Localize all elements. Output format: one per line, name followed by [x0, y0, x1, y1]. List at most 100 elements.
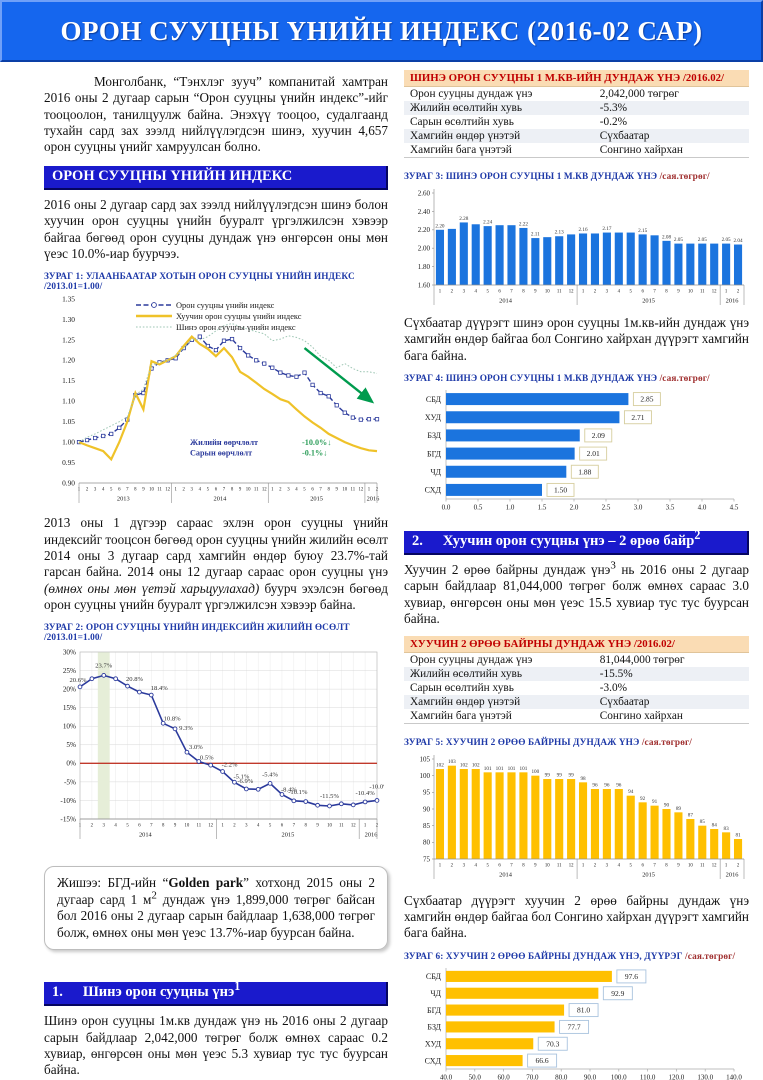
svg-text:Сарын өөрчлөлт: Сарын өөрчлөлт [190, 449, 252, 458]
example-sup: 2 [151, 889, 157, 902]
svg-text:-0.1%↓: -0.1%↓ [302, 449, 327, 458]
old-housing-district-paragraph: Сүхбаатар дүүрэгт хуучин 2 өрөө байрны д… [404, 892, 749, 941]
svg-text:1.35: 1.35 [62, 295, 75, 304]
svg-text:9.3%: 9.3% [179, 725, 193, 732]
svg-text:30%: 30% [63, 649, 76, 657]
svg-text:2.85: 2.85 [640, 395, 653, 404]
svg-text:0.90: 0.90 [62, 479, 75, 488]
svg-text:12: 12 [208, 824, 213, 829]
svg-text:1: 1 [582, 290, 585, 295]
two-column-layout: Монголбанк, “Тэнхлэг зууч” компанитай ха… [0, 62, 763, 1080]
row-value: -0.2% [599, 116, 628, 128]
svg-text:1.15: 1.15 [62, 376, 75, 385]
svg-text:6: 6 [498, 863, 501, 868]
chart4-svg: 0.0 0.5 1.0 1.5 2.0 2.5 3.0 3.5 4.0 4.5 СБД 2.85 ХУД… [425, 390, 739, 512]
chart2-svg: -15% -10% -5% 0% 5% 10% 15% 20% 25% 30% 20.6% 23.7%… [60, 649, 389, 840]
svg-text:Хуучин орон сууцны үнийн индек: Хуучин орон сууцны үнийн индекс [176, 312, 302, 321]
chart5-title-unit: /сая.төгрөг/ [641, 737, 692, 748]
svg-text:102: 102 [472, 762, 480, 768]
chart2-title-unit: /2013.01=1.00/ [44, 633, 103, 644]
svg-text:2015: 2015 [642, 871, 655, 878]
svg-text:85: 85 [423, 822, 431, 830]
row-value: Сонгино хайрхан [599, 709, 683, 722]
svg-text:100.0: 100.0 [611, 1073, 627, 1080]
table1-header: ШИНЭ ОРОН СУУЦНЫ 1 М.КВ-ИЙН ДУНДАЖ ҮНЭ /… [404, 70, 749, 87]
chart3-title-text: ЗУРАГ 3: ШИНЭ ОРОН СУУЦНЫ 1 М.КВ ДУНДАЖ … [404, 172, 658, 182]
section-header-index-label: ОРОН СУУЦНЫ ҮНИЙН ИНДЕКС [52, 167, 293, 184]
svg-text:9: 9 [677, 863, 680, 868]
svg-text:1.5: 1.5 [538, 504, 547, 512]
svg-text:2: 2 [233, 824, 236, 829]
svg-text:-5.1%: -5.1% [233, 774, 249, 781]
section-1-number: 1. [52, 984, 63, 1001]
section-1-header: 1. Шинэ орон сууцны үнэ1 [44, 981, 388, 1007]
svg-text:87: 87 [688, 812, 694, 818]
svg-text:95: 95 [423, 788, 431, 796]
svg-text:СБД: СБД [426, 972, 442, 981]
row-value: -3.0% [599, 681, 628, 694]
svg-text:85: 85 [700, 819, 706, 825]
svg-text:1: 1 [364, 824, 367, 829]
svg-text:3.5: 3.5 [666, 504, 675, 512]
svg-text:2: 2 [279, 488, 282, 493]
svg-text:2.40: 2.40 [418, 208, 431, 216]
svg-text:0%: 0% [66, 760, 76, 768]
svg-text:5: 5 [207, 488, 210, 493]
section-1-paragraph: Шинэ орон сууцны 1м.кв дундаж үнэ нь 201… [44, 1013, 388, 1078]
svg-text:2: 2 [737, 290, 740, 295]
svg-text:99: 99 [569, 772, 575, 778]
svg-text:1: 1 [725, 863, 728, 868]
svg-text:2015: 2015 [310, 496, 323, 503]
chart1-title: ЗУРАГ 1: УЛААНБААТАР ХОТЫН ОРОН СУУЦНЫ Ү… [44, 272, 388, 292]
svg-text:-8.4%: -8.4% [281, 787, 297, 794]
svg-text:20%: 20% [63, 686, 76, 694]
svg-text:2014: 2014 [214, 496, 228, 503]
svg-text:10%: 10% [63, 723, 76, 731]
svg-text:8: 8 [231, 488, 234, 493]
svg-text:3: 3 [463, 863, 466, 868]
table-row: Хамгийн өндөр үнэтэй Сүхбаатар [404, 694, 749, 709]
index-history-pre: 2013 оны 1 дүгээр сараас эхлэн орон сууц… [44, 515, 388, 580]
svg-text:92.9: 92.9 [611, 988, 624, 997]
svg-text:2.04: 2.04 [733, 238, 742, 244]
svg-text:9: 9 [316, 824, 319, 829]
row-label: Орон сууцны дундаж үнэ [410, 653, 533, 666]
svg-text:9: 9 [336, 488, 339, 493]
chart3-svg: 1.60 1.80 2.00 2.20 2.40 2.60 2.20 2.28 2.24 2.22… [418, 189, 745, 305]
svg-text:6: 6 [138, 824, 141, 829]
svg-text:2.13: 2.13 [555, 230, 564, 236]
svg-text:-10.4%: -10.4% [356, 790, 376, 797]
svg-text:3: 3 [287, 488, 290, 493]
row-value: 2,042,000 төгрөг [599, 88, 679, 100]
svg-text:90: 90 [664, 802, 670, 808]
svg-text:4: 4 [295, 488, 298, 493]
chart5-title-text: ЗУРАГ 5: ХУУЧИН 2 ӨРӨӨ БАЙРНЫ ДУНДАЖ ҮНЭ [404, 737, 640, 748]
svg-text:2.71: 2.71 [631, 413, 644, 422]
svg-text:11: 11 [700, 863, 705, 868]
row-label: Хамгийн бага үнэтэй [410, 709, 512, 722]
svg-text:4: 4 [114, 824, 117, 829]
svg-text:2: 2 [737, 863, 740, 868]
svg-text:81.0: 81.0 [577, 1005, 590, 1014]
svg-text:2.24: 2.24 [483, 220, 492, 226]
svg-text:50.0: 50.0 [469, 1073, 482, 1080]
svg-text:10: 10 [185, 824, 190, 829]
old-housing-summary-table: ХУУЧИН 2 ӨРӨӨ БАЙРНЫ ДУНДАЖ ҮНЭ /2016.02… [404, 635, 749, 724]
svg-text:4: 4 [618, 863, 621, 868]
chart6-svg: 40.0 50.0 60.0 70.0 80.0 90.0 100.0 110.0 120.0 1… [425, 967, 742, 1080]
svg-text:70.0: 70.0 [526, 1073, 539, 1080]
svg-text:10: 10 [149, 488, 154, 493]
svg-text:СБД: СБД [426, 395, 442, 404]
row-label: Сарын өсөлтийн хувь [410, 116, 514, 128]
svg-text:1.50: 1.50 [554, 486, 567, 495]
section-2-para-pre: Хуучин 2 өрөө байрны дундаж үнэ [404, 562, 611, 578]
svg-text:5: 5 [303, 488, 306, 493]
chart2-title: ЗУРАГ 2: ОРОН СУУЦНЫ ҮНИЙН ИНДЕКСИЙН ЖИЛ… [44, 623, 388, 643]
svg-text:84: 84 [712, 822, 718, 828]
svg-text:11: 11 [196, 824, 201, 829]
svg-text:7: 7 [150, 824, 153, 829]
svg-text:96: 96 [604, 782, 610, 788]
svg-text:2016: 2016 [365, 832, 378, 839]
section-2-para-sup: 3 [610, 559, 616, 572]
